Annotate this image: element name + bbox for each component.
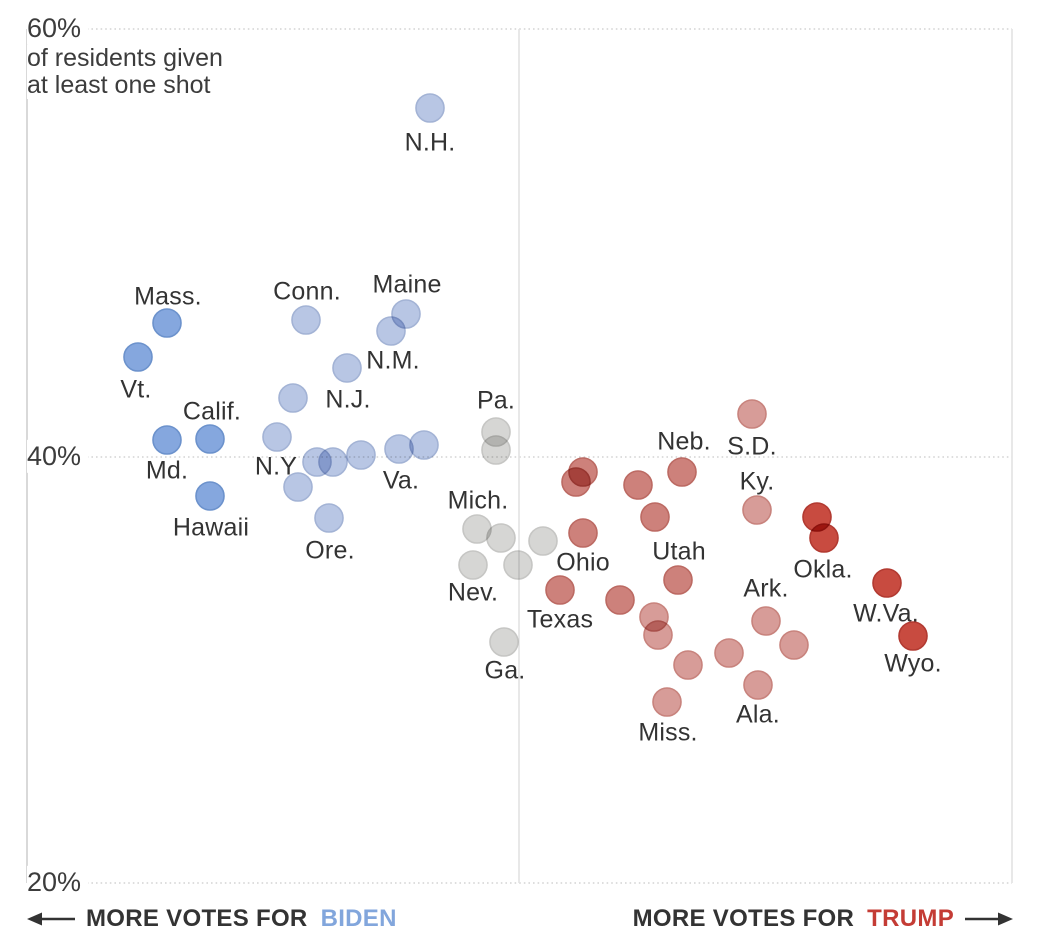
y-tick-40: 40% bbox=[27, 439, 89, 473]
state-dot-ga bbox=[489, 627, 519, 657]
subtitle-line-2: at least one shot bbox=[27, 71, 211, 99]
state-dot-hawaii bbox=[195, 481, 225, 511]
state-dot-sd bbox=[737, 399, 767, 429]
state-dot-ore bbox=[314, 503, 344, 533]
state-dot bbox=[486, 523, 516, 553]
state-dot-ny bbox=[262, 422, 292, 452]
state-dot-nj bbox=[278, 383, 308, 413]
right-arrow-icon bbox=[965, 912, 1013, 926]
state-dot bbox=[503, 550, 533, 580]
state-dot-okla bbox=[809, 523, 839, 553]
state-dot bbox=[283, 472, 313, 502]
x-axis-legend: MORE VOTES FOR BIDEN MORE VOTES FOR TRUM… bbox=[0, 905, 1038, 939]
legend-biden-prefix: MORE VOTES FOR bbox=[86, 905, 308, 932]
state-dot-ark bbox=[751, 606, 781, 636]
state-dot-wva bbox=[872, 568, 902, 598]
state-dot bbox=[623, 470, 653, 500]
legend-biden-name: BIDEN bbox=[320, 905, 397, 932]
legend-trump-name: TRUMP bbox=[867, 905, 954, 932]
state-dot bbox=[561, 467, 591, 497]
state-dot-texas bbox=[545, 575, 575, 605]
state-dot bbox=[409, 430, 439, 460]
state-dot-conn bbox=[291, 305, 321, 335]
chart-subtitle: of residents given at least one shot bbox=[27, 45, 231, 99]
legend-trump-prefix: MORE VOTES FOR bbox=[632, 905, 855, 932]
subtitle-line-1: of residents given bbox=[27, 44, 223, 72]
state-dot-neb bbox=[667, 457, 697, 487]
state-dot bbox=[481, 435, 511, 465]
y-tick-20: 20% bbox=[27, 865, 89, 899]
state-dot bbox=[714, 638, 744, 668]
y-tick-60: 60% bbox=[27, 11, 89, 45]
state-dot-nev bbox=[458, 550, 488, 580]
state-dot-ohio bbox=[568, 518, 598, 548]
state-dot-ala bbox=[743, 670, 773, 700]
state-dot-utah bbox=[663, 565, 693, 595]
state-dot bbox=[376, 316, 406, 346]
state-dot-nm bbox=[332, 353, 362, 383]
state-dot-ky bbox=[742, 495, 772, 525]
state-dot bbox=[605, 585, 635, 615]
state-dot-miss bbox=[652, 687, 682, 717]
state-dot bbox=[673, 650, 703, 680]
legend-trump: MORE VOTES FOR TRUMP bbox=[633, 905, 1013, 933]
legend-biden: MORE VOTES FOR BIDEN bbox=[27, 905, 397, 933]
state-dot-va bbox=[384, 434, 414, 464]
state-dot bbox=[528, 526, 558, 556]
state-dot-wyo bbox=[898, 621, 928, 651]
state-dot bbox=[779, 630, 809, 660]
state-dot-mass bbox=[152, 308, 182, 338]
left-arrow-icon bbox=[27, 912, 75, 926]
state-dot bbox=[640, 502, 670, 532]
state-dot-calif bbox=[195, 424, 225, 454]
state-dot bbox=[643, 620, 673, 650]
state-dot bbox=[346, 440, 376, 470]
state-dot-nh bbox=[415, 93, 445, 123]
state-dot bbox=[318, 447, 348, 477]
state-dot-md bbox=[152, 425, 182, 455]
state-dot-vt bbox=[123, 342, 153, 372]
